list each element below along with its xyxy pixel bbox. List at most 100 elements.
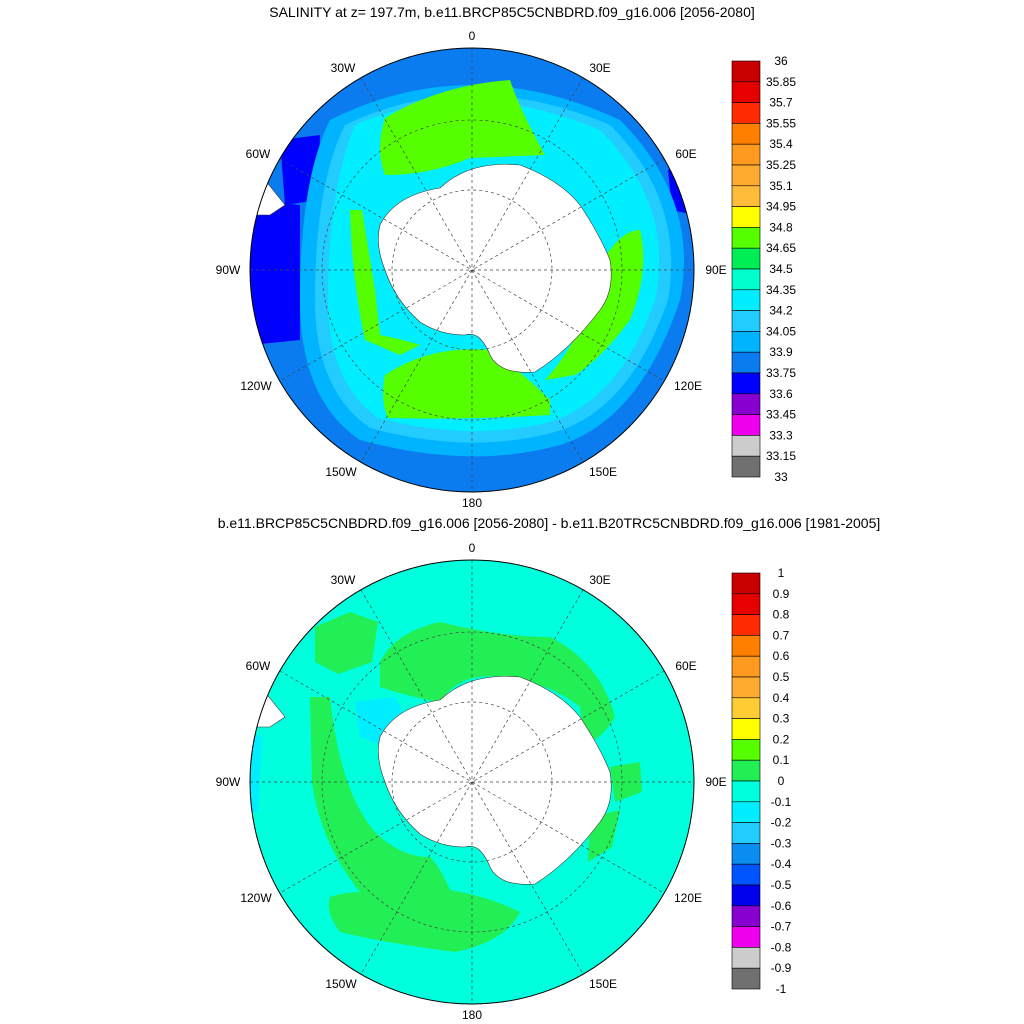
top-colorbar-label: 34.5 — [769, 262, 793, 276]
graticule — [250, 560, 694, 1004]
bottom-colorbar-swatch — [731, 967, 761, 990]
diff-positive-indian-patch — [610, 762, 642, 802]
bottom-colorbar-swatch — [731, 905, 761, 927]
bottom-colorbar-label: 0.6 — [773, 649, 790, 663]
top-colorbar-label: 35.4 — [769, 137, 793, 151]
bottom-colorbar-label: 0.8 — [773, 608, 790, 622]
antarctica-landmass — [378, 676, 612, 885]
top-colorbar-label: 35.25 — [766, 158, 796, 172]
bottom-colorbar-swatch — [731, 614, 761, 636]
lon-label-120w: 120W — [240, 891, 272, 905]
bottom-colorbar-label: -0.5 — [771, 878, 792, 892]
lon-label-60w: 60W — [246, 659, 271, 673]
bottom-colorbar-swatch — [731, 572, 761, 595]
bottom-colorbar-label: 0.7 — [773, 628, 790, 642]
bottom-colorbar-label: 0 — [778, 774, 785, 788]
top-colorbar-label: 35.55 — [766, 116, 796, 130]
map-boundary — [249, 47, 695, 493]
top-colorbar-swatch — [731, 289, 761, 311]
bottom-colorbar-label: -0.9 — [771, 961, 792, 975]
top-colorbar-label: 33.6 — [769, 387, 793, 401]
lon-label-30w: 30W — [331, 61, 356, 75]
lon-label-150e: 150E — [589, 977, 617, 991]
top-colorbar: 36 35.85 35.7 35.55 35.4 35.25 35.1 34.95 34.8 34… — [731, 54, 796, 484]
top-colorbar-label: 34.8 — [769, 220, 793, 234]
top-colorbar-swatch — [731, 123, 761, 145]
bottom-colorbar-label: 0.4 — [773, 691, 790, 705]
top-lon-labels: 0 30E 60E 90E 120E 150E 180 150W 120W 90… — [216, 29, 727, 510]
bottom-colorbar-label: 0.9 — [773, 587, 790, 601]
bottom-colorbar-label: -0.3 — [771, 836, 792, 850]
top-map-title: SALINITY at z= 197.7m, b.e11.BRCP85C5CNB… — [269, 4, 755, 20]
antarctica-landmass — [378, 164, 612, 373]
bottom-colorbar-label: 1 — [778, 566, 785, 580]
bottom-colorbar-swatch — [731, 655, 761, 678]
lon-label-0: 0 — [469, 29, 476, 43]
bottom-colorbar-swatch — [731, 822, 761, 844]
top-colorbar-swatch — [731, 247, 761, 270]
bottom-colorbar-swatch — [731, 759, 761, 782]
lon-label-120e: 120E — [674, 891, 702, 905]
top-colorbar-label: 33.45 — [766, 408, 796, 422]
map-boundary — [249, 559, 695, 1005]
bottom-colorbar-label: -0.7 — [771, 920, 792, 934]
top-colorbar-label: 34.05 — [766, 324, 796, 338]
top-colorbar-label: 35.85 — [766, 75, 796, 89]
diff-positive-atlantic-patch — [315, 612, 378, 674]
top-colorbar-swatch — [731, 268, 761, 291]
top-colorbar-swatch — [731, 143, 761, 166]
top-colorbar-label: 33.3 — [769, 428, 793, 442]
top-colorbar-swatch — [731, 393, 761, 415]
graticule — [250, 48, 694, 492]
top-colorbar-label: 33.9 — [769, 345, 793, 359]
top-colorbar-label: 34.95 — [766, 200, 796, 214]
top-colorbar-label: 34.65 — [766, 241, 796, 255]
bottom-colorbar-label: -0.6 — [771, 899, 792, 913]
lon-label-90e: 90E — [705, 775, 726, 789]
bottom-colorbar: 1 0.9 0.8 0.7 0.6 0.5 0.4 0.3 0.2 0.1 0 -0.1 -0.2 -0.… — [731, 566, 792, 996]
top-colorbar-swatch — [731, 185, 761, 207]
lon-label-180: 180 — [462, 496, 482, 510]
top-colorbar-label: 34.35 — [766, 283, 796, 297]
bottom-colorbar-swatch — [731, 884, 761, 907]
bottom-colorbar-label: -0.1 — [771, 795, 792, 809]
bottom-colorbar-swatch — [731, 718, 761, 740]
lon-label-90e: 90E — [705, 263, 726, 277]
bottom-colorbar-label: 0.5 — [773, 670, 790, 684]
lon-label-90w: 90W — [216, 775, 241, 789]
lon-label-120e: 120E — [674, 379, 702, 393]
bottom-map-title: b.e11.BRCP85C5CNBDRD.f09_g16.006 [2056-2… — [217, 515, 881, 531]
lon-label-60w: 60W — [246, 147, 271, 161]
bottom-colorbar-swatch — [731, 780, 761, 803]
bottom-colorbar-swatch — [731, 926, 761, 948]
top-colorbar-swatch — [731, 435, 761, 457]
lon-label-90w: 90W — [216, 263, 241, 277]
lon-label-120w: 120W — [240, 379, 272, 393]
top-colorbar-swatch — [731, 331, 761, 353]
bottom-colorbar-swatch — [731, 863, 761, 886]
top-colorbar-swatch — [731, 310, 761, 332]
top-colorbar-label: 34.2 — [769, 304, 793, 318]
bottom-colorbar-label: -0.2 — [771, 816, 792, 830]
bottom-colorbar-swatch — [731, 676, 761, 699]
bellingshausen-34.65 — [350, 210, 420, 355]
lon-label-180: 180 — [462, 1008, 482, 1022]
top-colorbar-label: 33.75 — [766, 366, 796, 380]
top-colorbar-swatch — [731, 414, 761, 436]
bottom-colorbar-swatch — [731, 593, 761, 615]
bottom-colorbar-label: -0.8 — [771, 940, 792, 954]
diff-positive-weddell — [380, 622, 615, 742]
top-colorbar-label: 33 — [774, 470, 788, 484]
top-colorbar-swatch — [731, 455, 761, 478]
lon-label-30e: 30E — [589, 573, 610, 587]
bottom-colorbar-label: -0.4 — [771, 857, 792, 871]
top-colorbar-swatch — [731, 227, 761, 249]
top-colorbar-swatch — [731, 351, 761, 374]
top-colorbar-swatch — [731, 60, 761, 83]
bottom-polar-map: 0 30E 60E 90E 120E 150E 180 150W 120W 90… — [216, 541, 792, 1022]
diff-positive-pacific — [310, 697, 520, 952]
bottom-colorbar-swatch — [731, 739, 761, 761]
top-colorbar-swatch — [731, 102, 761, 124]
low-salinity-region-west — [250, 200, 300, 345]
weddell-gyre-34.65 — [380, 80, 545, 175]
